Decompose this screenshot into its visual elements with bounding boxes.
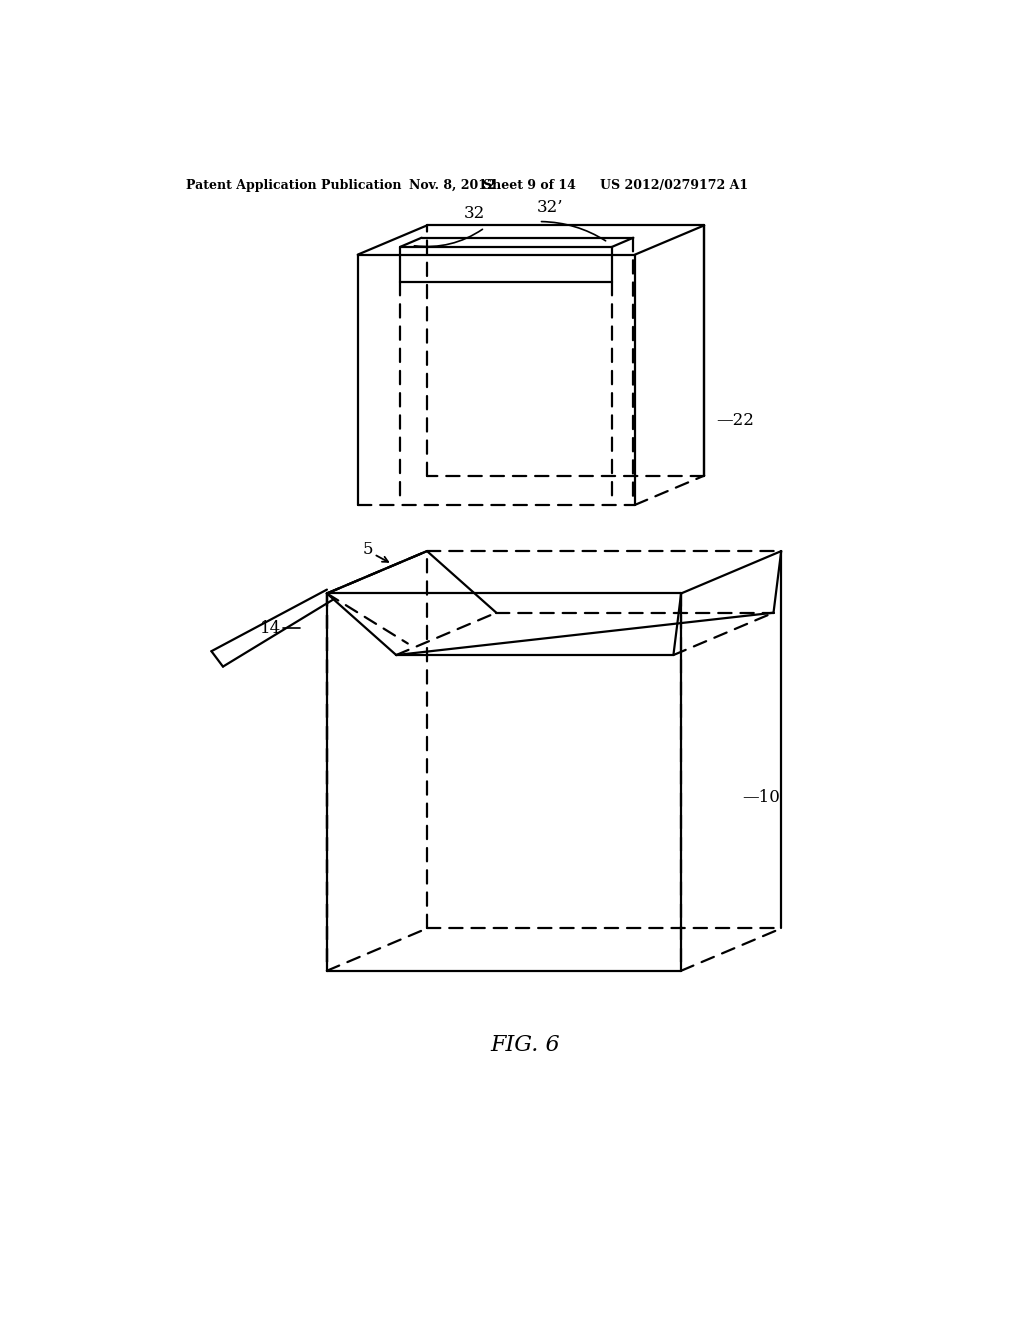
Text: 32: 32 <box>464 205 485 222</box>
Text: 32’: 32’ <box>538 199 564 216</box>
Text: —10: —10 <box>742 789 780 807</box>
Text: Patent Application Publication: Patent Application Publication <box>186 178 401 191</box>
Text: FIG. 6: FIG. 6 <box>490 1035 559 1056</box>
Text: US 2012/0279172 A1: US 2012/0279172 A1 <box>600 178 749 191</box>
Text: Nov. 8, 2012: Nov. 8, 2012 <box>410 178 496 191</box>
Text: 14: 14 <box>260 619 282 636</box>
Text: —22: —22 <box>716 412 754 429</box>
Text: 5: 5 <box>362 541 373 558</box>
Text: Sheet 9 of 14: Sheet 9 of 14 <box>483 178 577 191</box>
